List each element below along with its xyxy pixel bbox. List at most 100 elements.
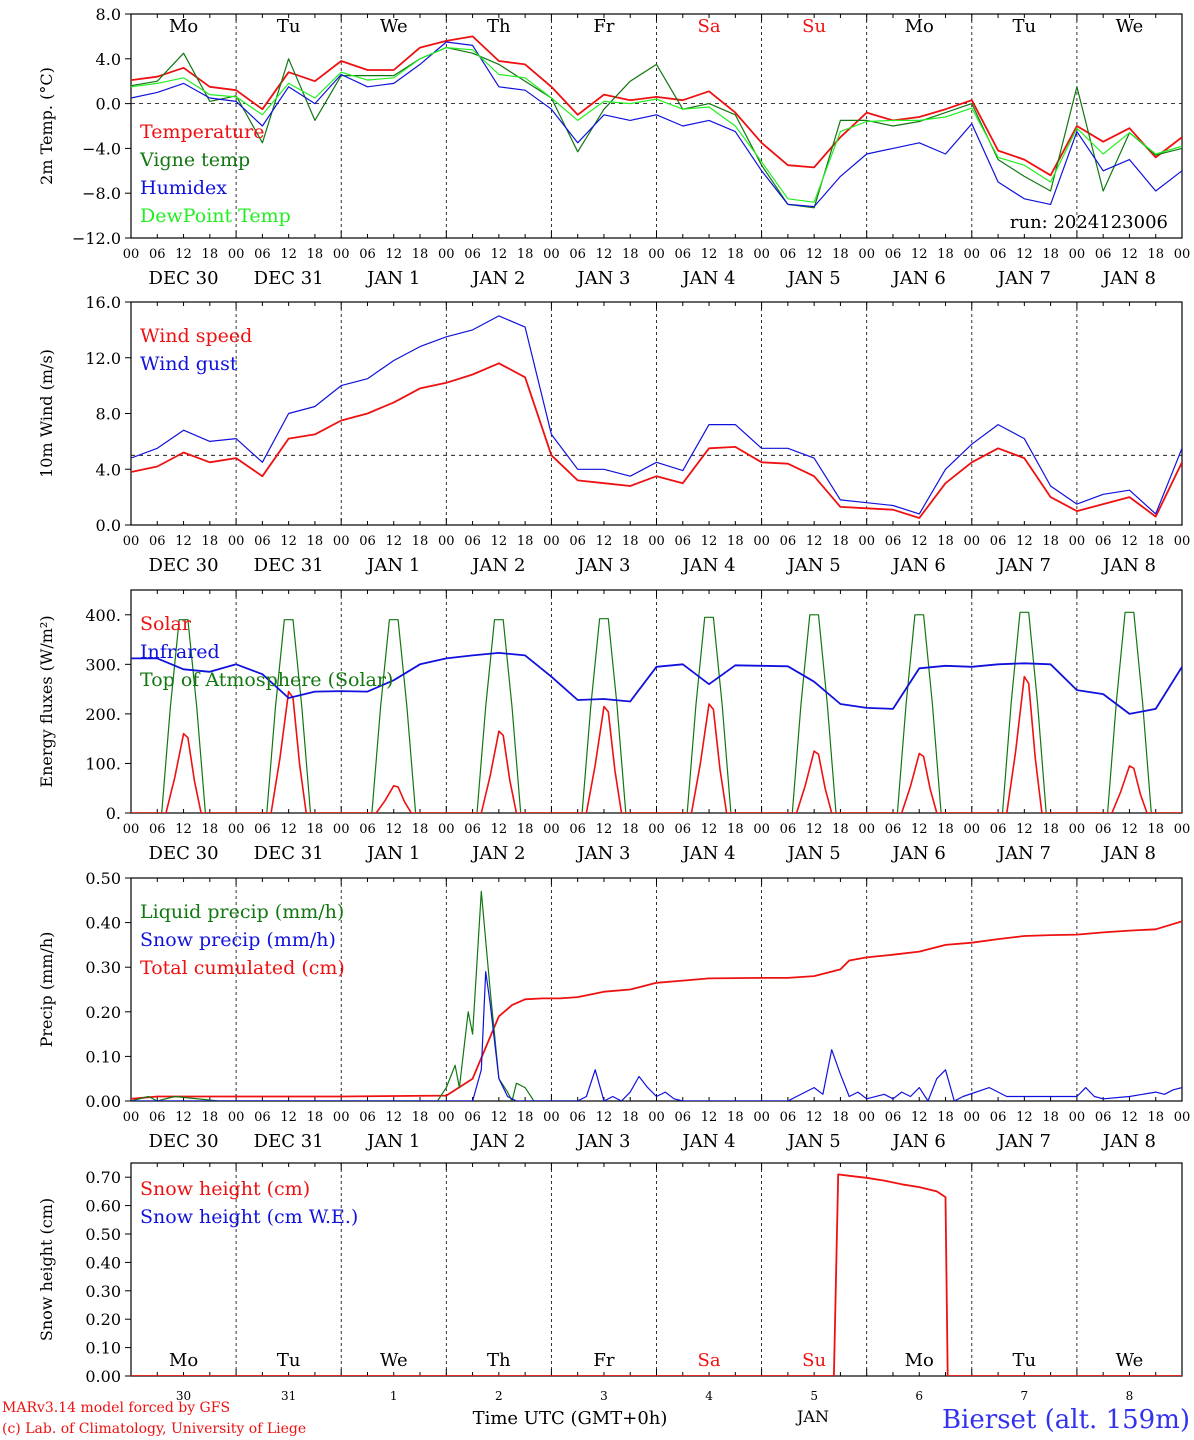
- hour-label: 12: [385, 1110, 402, 1125]
- hour-label: 12: [385, 822, 402, 837]
- hour-label: 06: [464, 534, 481, 549]
- hour-label: 06: [569, 247, 586, 262]
- y-tick-label: 0.20: [85, 1310, 121, 1329]
- hour-label: 06: [464, 1110, 481, 1125]
- hour-label: 00: [858, 534, 875, 549]
- hour-label: 06: [149, 1110, 166, 1125]
- weekday-label: Sa: [698, 16, 721, 37]
- weekday-label: Su: [802, 1350, 826, 1371]
- date-label: JAN 7: [996, 268, 1051, 289]
- hour-label: 18: [1042, 247, 1059, 262]
- panel-1: 8.0 4.0 0.0 −4.0 −8.0 −12.0 2m Temp. (°C) Mo Tu W…: [37, 5, 1190, 289]
- date-label: JAN 7: [996, 1131, 1051, 1152]
- series-line-3: [131, 41, 1182, 208]
- weekday-label: Mo: [905, 1350, 934, 1371]
- hour-label: 18: [1147, 534, 1164, 549]
- date-label: JAN 1: [365, 843, 420, 864]
- y-tick-label: −4.0: [82, 139, 121, 158]
- hour-label: 12: [911, 822, 928, 837]
- hour-label: 00: [964, 1110, 981, 1125]
- hour-label: 12: [1016, 1110, 1033, 1125]
- toa-solar-line: [131, 611, 1182, 813]
- hour-label: 12: [280, 247, 297, 262]
- y-tick-label: 200.: [85, 705, 121, 724]
- hour-label: 00: [753, 247, 770, 262]
- hour-label: 06: [149, 247, 166, 262]
- hour-label: 12: [596, 247, 613, 262]
- hour-label: 00: [543, 534, 560, 549]
- hour-label: 00: [438, 247, 455, 262]
- y-tick-label: 12.0: [85, 349, 121, 368]
- hour-label: 06: [254, 534, 271, 549]
- weekday-label: Tu: [1013, 1350, 1037, 1371]
- hour-label: 00: [438, 534, 455, 549]
- hour-label: 00: [858, 247, 875, 262]
- hour-label: 00: [1174, 247, 1191, 262]
- hour-label: 00: [228, 534, 245, 549]
- hour-label: 18: [517, 534, 534, 549]
- date-label: DEC 30: [149, 268, 219, 289]
- y-tick-label: −12.0: [72, 229, 121, 248]
- day-number-label: 1: [390, 1389, 398, 1403]
- date-label: DEC 31: [254, 268, 324, 289]
- hour-label: 00: [333, 534, 350, 549]
- hour-label: 06: [464, 247, 481, 262]
- hour-label: 06: [990, 247, 1007, 262]
- hour-label: 00: [228, 247, 245, 262]
- hour-label: 12: [911, 247, 928, 262]
- y-axis-label: Snow height (cm): [37, 1198, 56, 1341]
- y-tick-label: 0.40: [85, 914, 121, 933]
- hour-label: 12: [175, 1110, 192, 1125]
- legend-entry: Snow height (cm W.E.): [140, 1206, 358, 1228]
- hour-label: 06: [675, 247, 692, 262]
- y-tick-label: 4.0: [96, 460, 121, 479]
- hour-label: 18: [832, 822, 849, 837]
- series-line-1: [131, 35, 1182, 177]
- hour-label: 06: [359, 247, 376, 262]
- hour-label: 00: [1069, 1110, 1086, 1125]
- series-line-3: [131, 971, 1182, 1101]
- hour-label: 00: [648, 247, 665, 262]
- hour-label: 12: [596, 1110, 613, 1125]
- hour-label: 18: [622, 534, 639, 549]
- hour-label: 18: [307, 1110, 324, 1125]
- hour-label: 12: [1121, 534, 1138, 549]
- y-tick-label: 8.0: [96, 5, 121, 24]
- date-label: JAN 8: [1101, 843, 1156, 864]
- date-label: DEC 30: [149, 1131, 219, 1152]
- hour-label: 06: [1095, 247, 1112, 262]
- hour-label: 18: [412, 1110, 429, 1125]
- hour-label: 00: [438, 822, 455, 837]
- hour-label: 06: [359, 822, 376, 837]
- hour-label: 06: [254, 822, 271, 837]
- day-number-label: 8: [1126, 1389, 1134, 1403]
- date-label: JAN 6: [891, 843, 946, 864]
- hour-label: 18: [202, 822, 219, 837]
- weekday-label: Su: [802, 16, 826, 37]
- y-tick-label: 0.: [106, 804, 121, 823]
- hour-label: 18: [412, 534, 429, 549]
- hour-label: 00: [543, 822, 560, 837]
- hour-label: 00: [543, 1110, 560, 1125]
- hour-label: 06: [780, 1110, 797, 1125]
- hour-label: 12: [701, 534, 718, 549]
- infrared-line: [131, 652, 1182, 715]
- date-label: JAN 2: [470, 843, 525, 864]
- date-label: JAN 1: [365, 555, 420, 576]
- hour-label: 12: [1016, 534, 1033, 549]
- legend-entry: Wind gust: [140, 353, 238, 375]
- hour-label: 06: [149, 534, 166, 549]
- hour-label: 18: [727, 822, 744, 837]
- y-tick-label: 0.60: [85, 1197, 121, 1216]
- hour-label: 12: [280, 1110, 297, 1125]
- legend-entry: Infrared: [140, 641, 220, 663]
- hour-label: 12: [701, 822, 718, 837]
- y-tick-label: 0.30: [85, 1282, 121, 1301]
- hour-label: 18: [937, 822, 954, 837]
- hour-label: 00: [964, 534, 981, 549]
- panel-4: 0.50 0.40 0.30 0.20 0.10 0.00 Precip (mm/h) 00 0…: [37, 869, 1190, 1152]
- hour-label: 18: [202, 534, 219, 549]
- hour-label: 06: [569, 534, 586, 549]
- date-label: JAN 4: [680, 268, 735, 289]
